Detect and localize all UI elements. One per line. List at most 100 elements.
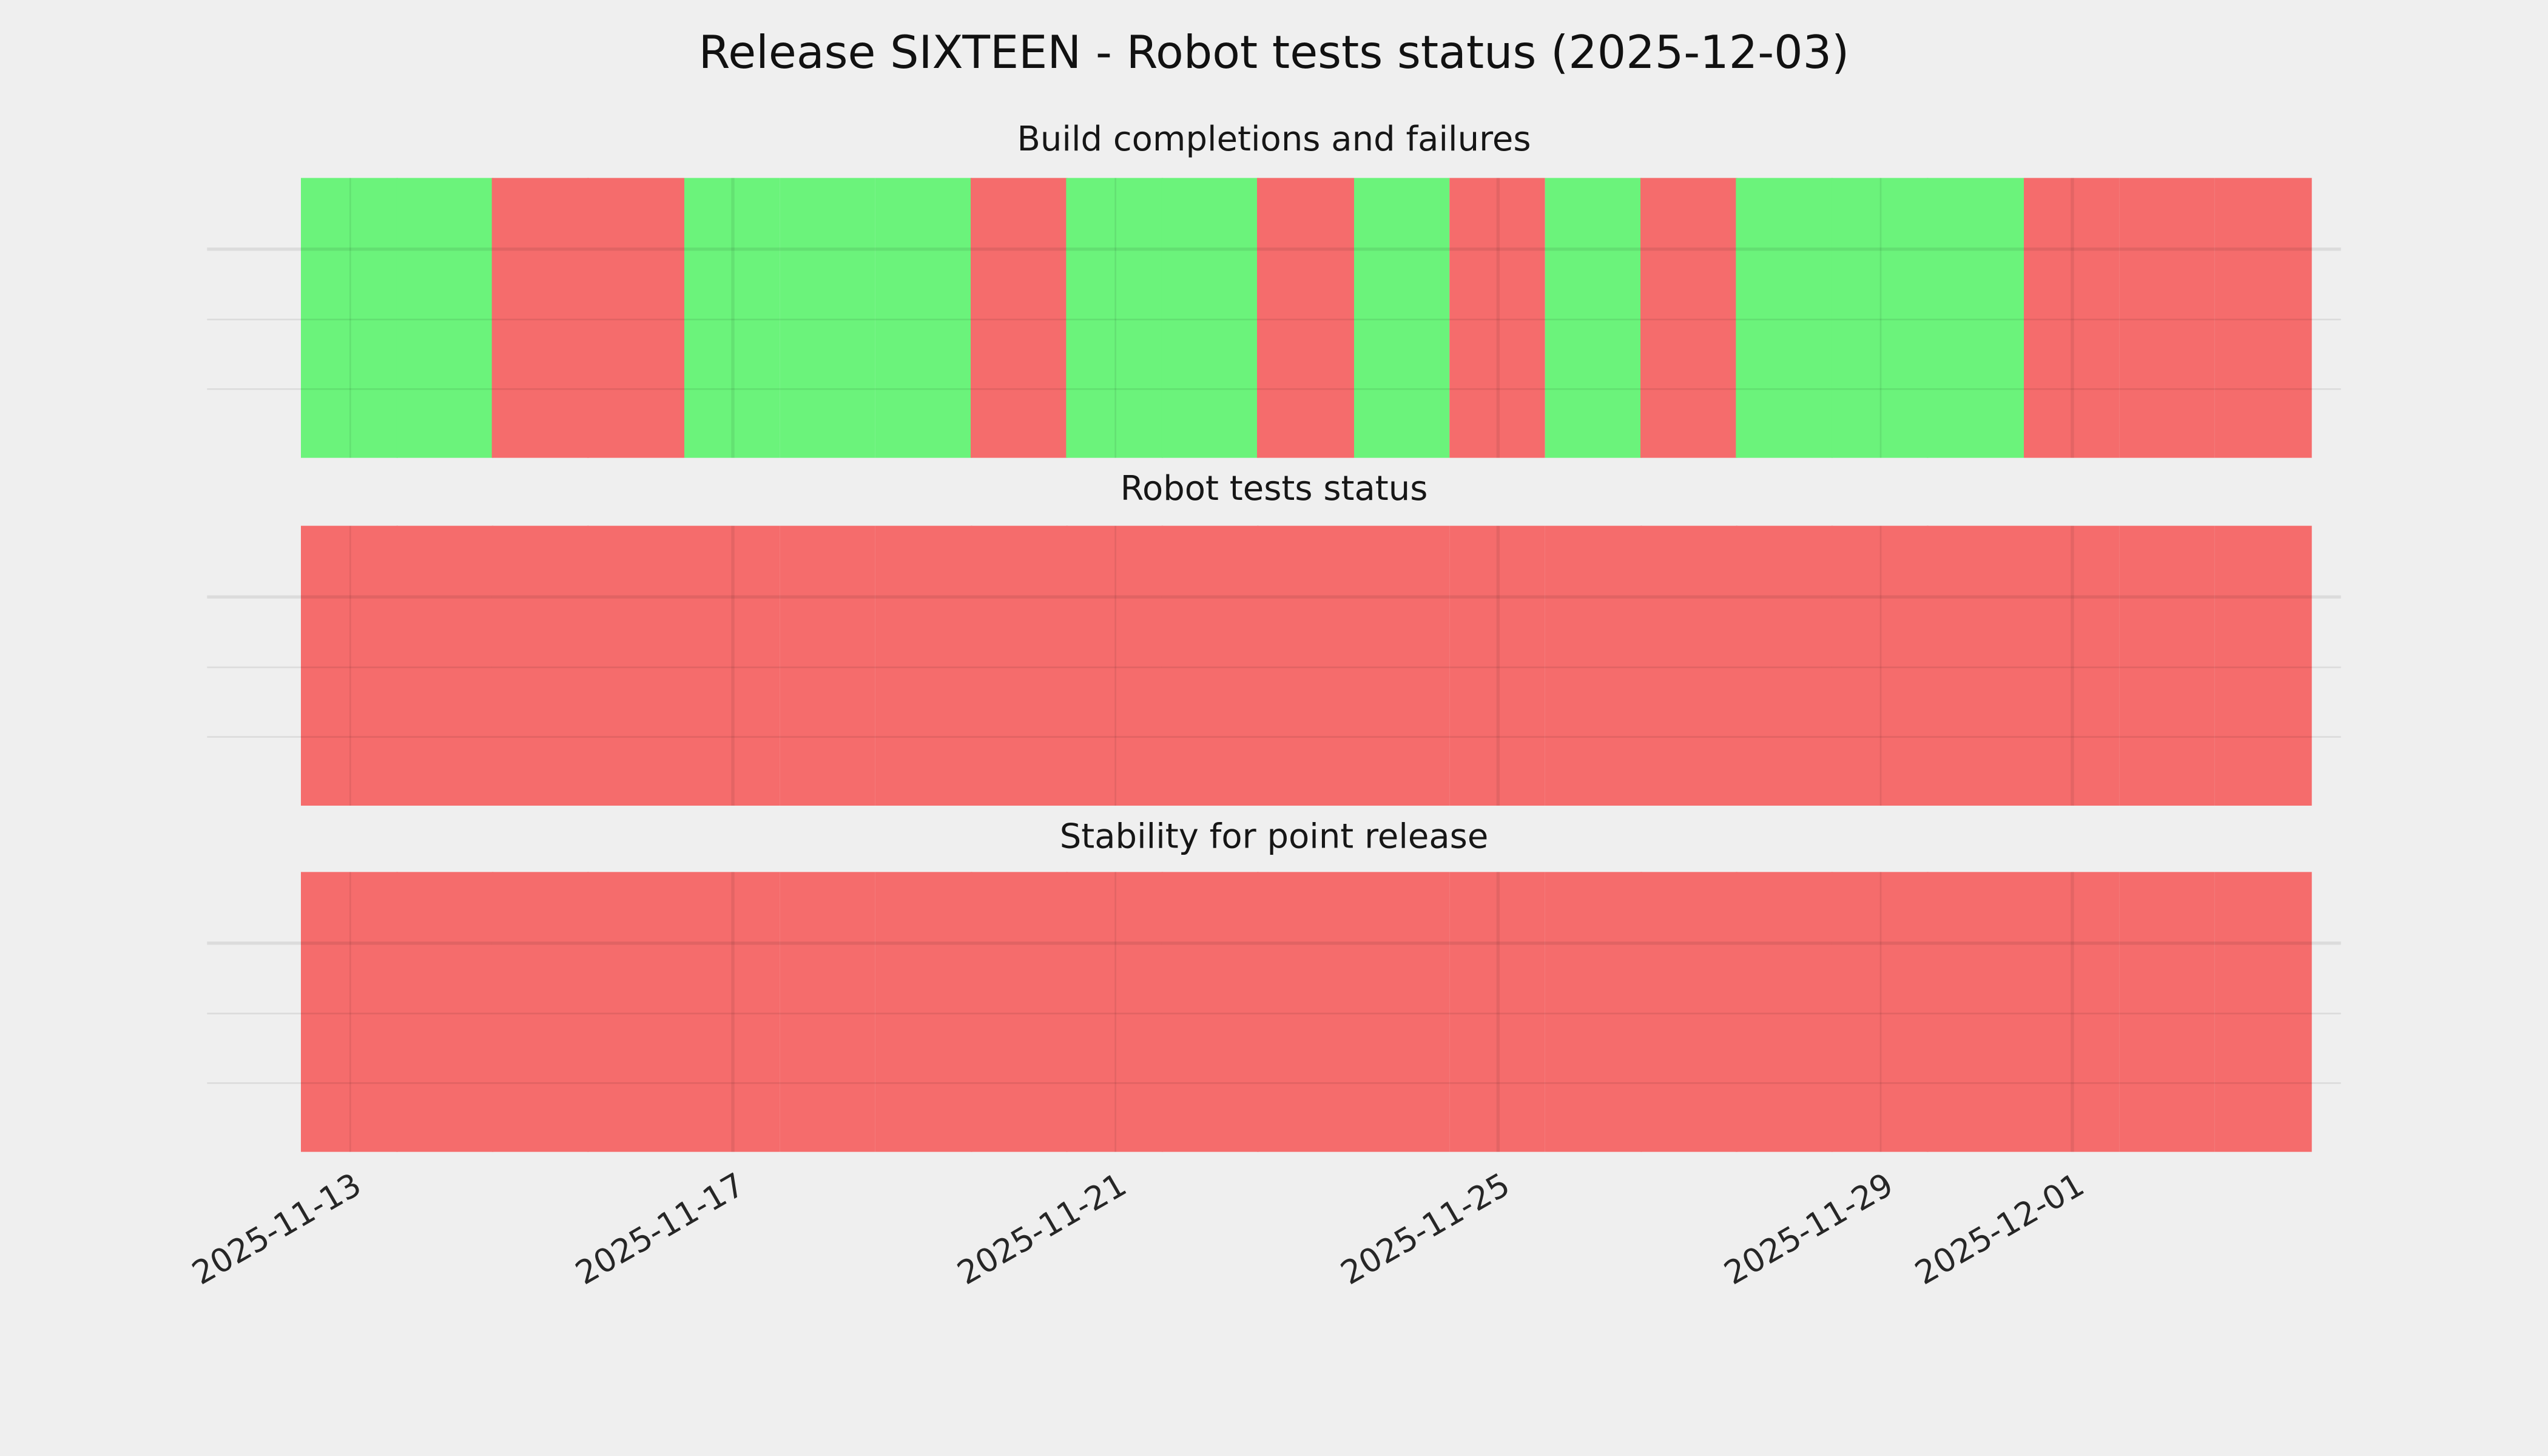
day-cell-fail <box>1736 872 1833 1152</box>
vertical-gridline <box>2071 178 2074 458</box>
day-cell-fail <box>1258 872 1355 1152</box>
day-cell-fail <box>683 872 781 1152</box>
day-cell-fail <box>2118 525 2216 806</box>
vertical-gridline <box>1879 525 1882 806</box>
day-cell-fail <box>1258 525 1355 806</box>
day-cell-fail <box>492 525 589 806</box>
day-cell-fail <box>1449 872 1546 1152</box>
vertical-gridline <box>1114 872 1117 1152</box>
day-cell-fail <box>1162 525 1259 806</box>
day-cell-pass <box>396 178 493 458</box>
day-cell-fail <box>875 525 972 806</box>
vertical-gridline <box>1497 872 1500 1152</box>
status-strip <box>301 178 2311 458</box>
day-cell-fail <box>1353 872 1451 1152</box>
horizontal-gridline <box>207 248 2341 251</box>
panel-title: Robot tests status <box>1120 469 1428 508</box>
day-cell-pass <box>1832 178 1929 458</box>
horizontal-gridline <box>207 1082 2341 1085</box>
day-cell-fail <box>1832 872 1929 1152</box>
day-cell-fail <box>588 178 685 458</box>
day-cell-fail <box>1545 525 1642 806</box>
panel-title: Stability for point release <box>1059 817 1489 856</box>
day-cell-fail <box>1832 525 1929 806</box>
day-cell-fail <box>492 872 589 1152</box>
day-cell-fail <box>1927 525 2024 806</box>
day-cell-fail <box>779 525 876 806</box>
day-cell-pass <box>1545 178 1642 458</box>
horizontal-gridline <box>207 596 2341 598</box>
vertical-gridline <box>348 178 351 458</box>
vertical-gridline <box>1497 178 1500 458</box>
day-cell-fail <box>683 525 781 806</box>
day-cell-fail <box>2214 872 2311 1152</box>
day-cell-fail <box>1353 525 1451 806</box>
horizontal-gridline <box>207 318 2341 320</box>
day-cell-pass <box>875 178 972 458</box>
day-cell-fail <box>1066 872 1163 1152</box>
day-cell-fail <box>1640 872 1737 1152</box>
day-cell-fail <box>588 872 685 1152</box>
horizontal-gridline <box>207 735 2341 738</box>
day-cell-pass <box>683 178 781 458</box>
x-tick-label: 2025-11-21 <box>951 1165 1134 1293</box>
vertical-gridline <box>731 525 734 806</box>
vertical-gridline <box>1114 178 1117 458</box>
vertical-gridline <box>731 178 734 458</box>
day-cell-fail <box>301 525 398 806</box>
day-cell-fail <box>971 178 1068 458</box>
day-cell-fail <box>2023 525 2120 806</box>
day-cell-pass <box>301 178 398 458</box>
vertical-gridline <box>1879 872 1882 1152</box>
day-cell-fail <box>875 872 972 1152</box>
vertical-gridline <box>1879 178 1882 458</box>
x-tick-label: 2025-11-29 <box>1716 1165 1899 1293</box>
day-cell-pass <box>779 178 876 458</box>
day-cell-fail <box>396 525 493 806</box>
day-cell-fail <box>2023 178 2120 458</box>
day-cell-fail <box>1927 872 2024 1152</box>
day-cell-fail <box>588 525 685 806</box>
day-cell-fail <box>1258 178 1355 458</box>
day-cell-fail <box>1545 872 1642 1152</box>
vertical-gridline <box>2071 872 2074 1152</box>
day-cell-fail <box>2118 178 2216 458</box>
day-cell-pass <box>1066 178 1163 458</box>
x-tick-label: 2025-11-17 <box>568 1165 751 1293</box>
day-cell-pass <box>1162 178 1259 458</box>
status-strip <box>301 872 2311 1152</box>
day-cell-pass <box>1353 178 1451 458</box>
day-cell-fail <box>2023 872 2120 1152</box>
status-strip <box>301 525 2311 806</box>
vertical-gridline <box>1497 525 1500 806</box>
day-cell-fail <box>301 872 398 1152</box>
day-cell-fail <box>779 872 876 1152</box>
vertical-gridline <box>731 872 734 1152</box>
day-cell-fail <box>396 872 493 1152</box>
vertical-gridline <box>348 872 351 1152</box>
x-tick-label: 2025-11-13 <box>186 1165 368 1293</box>
vertical-gridline <box>348 525 351 806</box>
day-cell-fail <box>971 525 1068 806</box>
day-cell-fail <box>2118 872 2216 1152</box>
day-cell-fail <box>971 872 1068 1152</box>
day-cell-fail <box>1162 872 1259 1152</box>
horizontal-gridline <box>207 1012 2341 1014</box>
day-cell-fail <box>1640 525 1737 806</box>
day-cell-fail <box>1066 525 1163 806</box>
day-cell-fail <box>1449 178 1546 458</box>
horizontal-gridline <box>207 388 2341 391</box>
vertical-gridline <box>1114 525 1117 806</box>
day-cell-fail <box>492 178 589 458</box>
figure-title: Release SIXTEEN - Robot tests status (20… <box>698 25 1850 79</box>
day-cell-fail <box>1640 178 1737 458</box>
x-tick-label: 2025-12-01 <box>1908 1165 2091 1293</box>
day-cell-fail <box>2214 178 2311 458</box>
day-cell-fail <box>1736 525 1833 806</box>
day-cell-pass <box>1927 178 2024 458</box>
day-cell-fail <box>1449 525 1546 806</box>
horizontal-gridline <box>207 666 2341 669</box>
vertical-gridline <box>2071 525 2074 806</box>
panel-title: Build completions and failures <box>1017 120 1531 159</box>
